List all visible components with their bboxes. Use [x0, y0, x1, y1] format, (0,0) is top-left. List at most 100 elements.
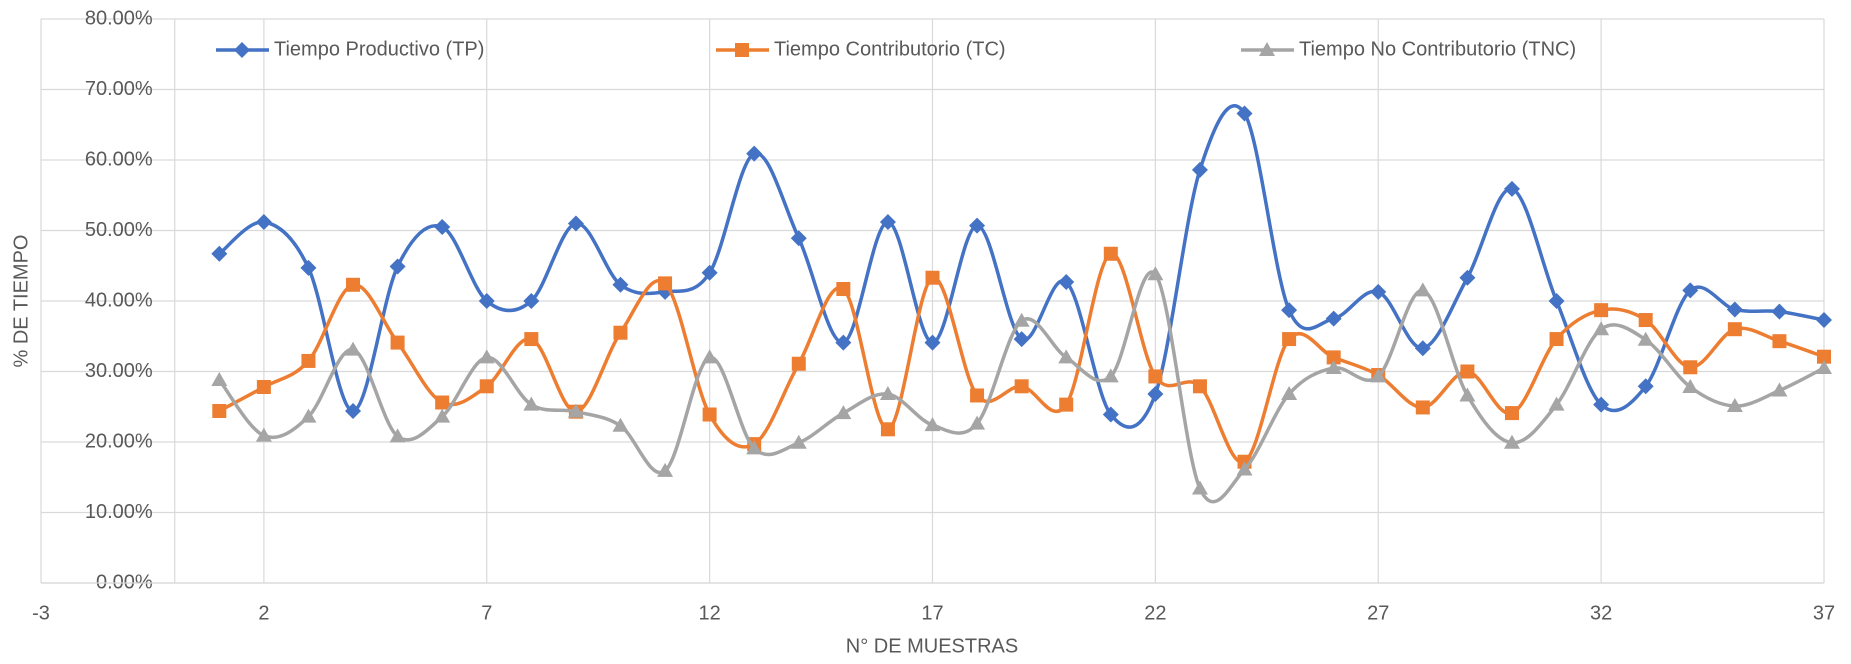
y-tick-label: 0.00%: [96, 571, 153, 593]
marker: [478, 293, 495, 309]
marker: [211, 371, 228, 386]
marker: [479, 379, 494, 394]
marker: [1191, 161, 1208, 178]
marker: [434, 218, 451, 235]
marker: [612, 417, 629, 432]
marker: [524, 332, 539, 347]
marker: [924, 417, 941, 432]
x-tick-label: 12: [699, 602, 721, 624]
legend-marker: [234, 42, 250, 58]
marker: [1726, 398, 1743, 413]
marker: [1236, 461, 1253, 476]
marker: [969, 415, 986, 430]
marker: [1772, 334, 1787, 349]
marker: [1549, 332, 1564, 347]
marker: [658, 276, 673, 291]
marker: [791, 356, 806, 371]
marker: [1683, 360, 1698, 375]
series-line: [218, 104, 1825, 429]
x-tick-label: 22: [1144, 602, 1166, 624]
marker: [1637, 331, 1654, 346]
marker: [300, 408, 317, 423]
marker: [390, 335, 405, 350]
marker: [1638, 313, 1653, 328]
marker: [1548, 396, 1565, 411]
y-tick-label: 80.00%: [85, 7, 153, 29]
y-tick-label: 40.00%: [85, 289, 153, 311]
marker: [1059, 397, 1074, 412]
marker: [1504, 406, 1519, 421]
x-tick-label: 7: [481, 602, 492, 624]
marker: [835, 334, 852, 351]
y-tick-label: 20.00%: [85, 430, 153, 452]
marker: [1148, 369, 1163, 384]
marker: [1013, 312, 1030, 327]
marker: [924, 334, 941, 351]
marker: [1103, 246, 1118, 261]
marker: [701, 264, 718, 281]
marker: [657, 462, 674, 477]
marker: [1191, 480, 1208, 495]
marker: [1147, 266, 1164, 281]
marker: [1459, 269, 1476, 286]
marker: [701, 349, 718, 364]
marker: [1727, 322, 1742, 337]
marker: [836, 282, 851, 297]
marker: [612, 276, 629, 293]
y-tick-label: 60.00%: [85, 148, 153, 170]
marker: [702, 407, 717, 422]
marker: [969, 217, 986, 234]
marker: [835, 405, 852, 420]
marker: [1058, 349, 1075, 364]
marker: [1414, 282, 1431, 297]
marker: [1282, 332, 1297, 347]
marker: [790, 230, 807, 247]
marker: [1102, 406, 1119, 423]
marker: [1370, 368, 1387, 383]
marker: [478, 349, 495, 364]
marker: [1816, 359, 1832, 374]
marker: [1593, 396, 1610, 413]
marker: [1594, 303, 1609, 318]
marker: [1014, 379, 1029, 394]
marker: [879, 386, 896, 401]
marker: [300, 259, 317, 276]
marker: [1102, 368, 1119, 383]
marker: [746, 145, 763, 162]
marker: [389, 428, 406, 443]
y-tick-label: 70.00%: [85, 78, 153, 100]
marker: [523, 293, 540, 309]
x-tick-label: 32: [1590, 602, 1612, 624]
series-line: [218, 252, 1825, 464]
marker: [1548, 293, 1565, 309]
y-tick-label: 30.00%: [85, 360, 153, 382]
marker: [301, 353, 316, 368]
marker: [212, 403, 227, 418]
marker: [1192, 379, 1207, 394]
marker: [1593, 321, 1610, 336]
marker: [1771, 382, 1788, 397]
marker: [256, 380, 271, 395]
marker: [1771, 303, 1788, 320]
legend-label: Tiempo Productivo (TP): [274, 38, 484, 60]
marker: [523, 396, 540, 411]
marker: [1460, 364, 1475, 379]
marker: [1415, 400, 1430, 415]
marker: [1281, 386, 1298, 401]
marker: [1817, 349, 1831, 364]
marker: [434, 408, 451, 423]
x-tick-label: 27: [1367, 602, 1389, 624]
marker: [1682, 379, 1699, 394]
marker: [790, 434, 807, 449]
marker: [1058, 273, 1075, 290]
marker: [567, 403, 584, 418]
marker: [389, 258, 406, 275]
marker: [1637, 378, 1654, 395]
x-axis-title: N° DE MUESTRAS: [846, 635, 1018, 657]
marker: [1682, 282, 1699, 299]
marker: [879, 214, 896, 231]
marker: [1726, 301, 1743, 318]
marker: [435, 395, 450, 410]
x-tick-label: 17: [921, 602, 943, 624]
